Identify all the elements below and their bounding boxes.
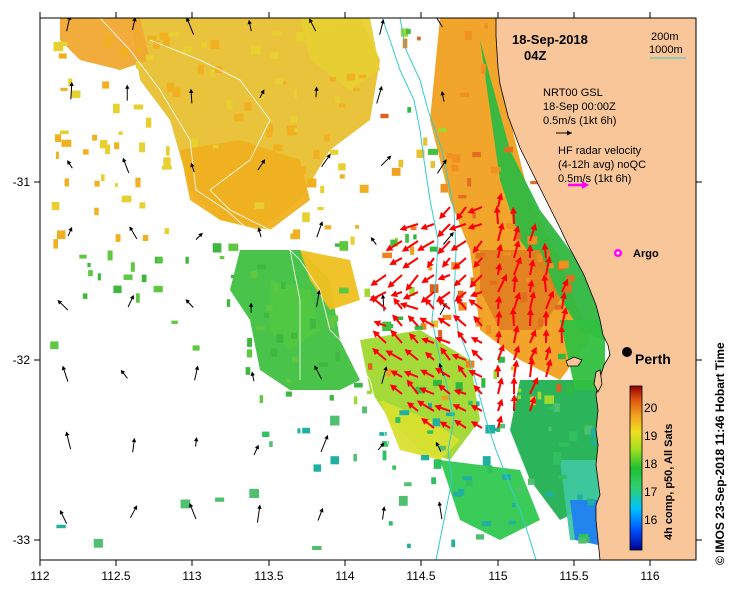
radar-legend: HF radar velocity (4-12h avg) noQC 0.5m/… bbox=[558, 145, 646, 189]
depth-200m-label: 200m bbox=[651, 31, 679, 43]
colorbar-tick: 20 bbox=[644, 401, 658, 415]
model-legend-line2: 18-Sep 00:00Z bbox=[543, 101, 616, 113]
altimeter-track-2 bbox=[99, 18, 301, 380]
rottnest-island bbox=[565, 356, 583, 367]
radar-velocity-arrows bbox=[369, 192, 569, 429]
model-velocity-arrows bbox=[57, 18, 454, 524]
credit-text: © IMOS 23-Sep-2018 11:46 Hobart Time bbox=[713, 342, 727, 565]
land bbox=[495, 18, 696, 560]
x-tick-label: 116 bbox=[640, 569, 659, 583]
perth-label: Perth bbox=[635, 351, 671, 367]
sst-field bbox=[50, 18, 614, 551]
x-tick-label: 112 bbox=[30, 569, 49, 583]
x-tick-label: 115 bbox=[488, 569, 507, 583]
colorbar-title: 4h comp, p50, All Sats bbox=[663, 424, 675, 540]
date-label: 18-Sep-2018 04Z bbox=[512, 32, 588, 63]
x-tick-label: 115.5 bbox=[559, 569, 588, 583]
x-tick-label: 114.5 bbox=[406, 569, 435, 583]
garden-island bbox=[593, 369, 603, 393]
altimeter-track bbox=[149, 39, 391, 451]
colorbar-tick: 16 bbox=[644, 513, 658, 527]
colorbar-tick: 19 bbox=[644, 429, 658, 443]
x-tick-label: 112.5 bbox=[101, 569, 130, 583]
x-tick-label: 113 bbox=[182, 569, 201, 583]
date-text: 18-Sep-2018 bbox=[512, 32, 588, 47]
argo-marker: Argo bbox=[614, 248, 659, 260]
radar-legend-line2: (4-12h avg) noQC bbox=[558, 159, 646, 171]
x-tick-label: 114 bbox=[335, 569, 354, 583]
y-axis: -31 -32 -33 bbox=[13, 175, 702, 547]
colorbar-tick: 18 bbox=[644, 457, 658, 471]
plot-frame bbox=[39, 17, 697, 561]
time-text: 04Z bbox=[524, 48, 546, 63]
radar-legend-line1: HF radar velocity bbox=[558, 145, 642, 157]
y-tick-label: -32 bbox=[13, 353, 31, 367]
radar-legend-line3: 0.5m/s (1kt 6h) bbox=[558, 173, 631, 185]
x-tick-marks bbox=[39, 12, 651, 566]
model-legend-line3: 0.5m/s (1kt 6h) bbox=[543, 115, 616, 127]
isobath-1000m bbox=[381, 18, 455, 560]
argo-label: Argo bbox=[633, 248, 659, 260]
model-legend: NRT00 GSL 18-Sep 00:00Z 0.5m/s (1kt 6h) bbox=[543, 87, 616, 136]
colorbar-gradient bbox=[629, 385, 643, 551]
x-tick-label: 113.5 bbox=[254, 569, 283, 583]
y-tick-label: -33 bbox=[13, 533, 31, 547]
colorbar: 20 19 18 17 16 4h comp, p50, All Sats bbox=[629, 385, 675, 551]
colorbar-tick: 17 bbox=[644, 485, 658, 499]
bathymetry-legend: 200m 1000m bbox=[649, 31, 686, 59]
perth-marker: Perth bbox=[622, 347, 671, 367]
model-legend-line1: NRT00 GSL bbox=[543, 87, 603, 99]
isobath-200m bbox=[399, 18, 537, 560]
depth-1000m-label: 1000m bbox=[649, 44, 683, 56]
x-axis: 112 112.5 113 113.5 114 114.5 115 115.5 … bbox=[30, 12, 660, 583]
y-tick-label: -31 bbox=[13, 175, 31, 189]
